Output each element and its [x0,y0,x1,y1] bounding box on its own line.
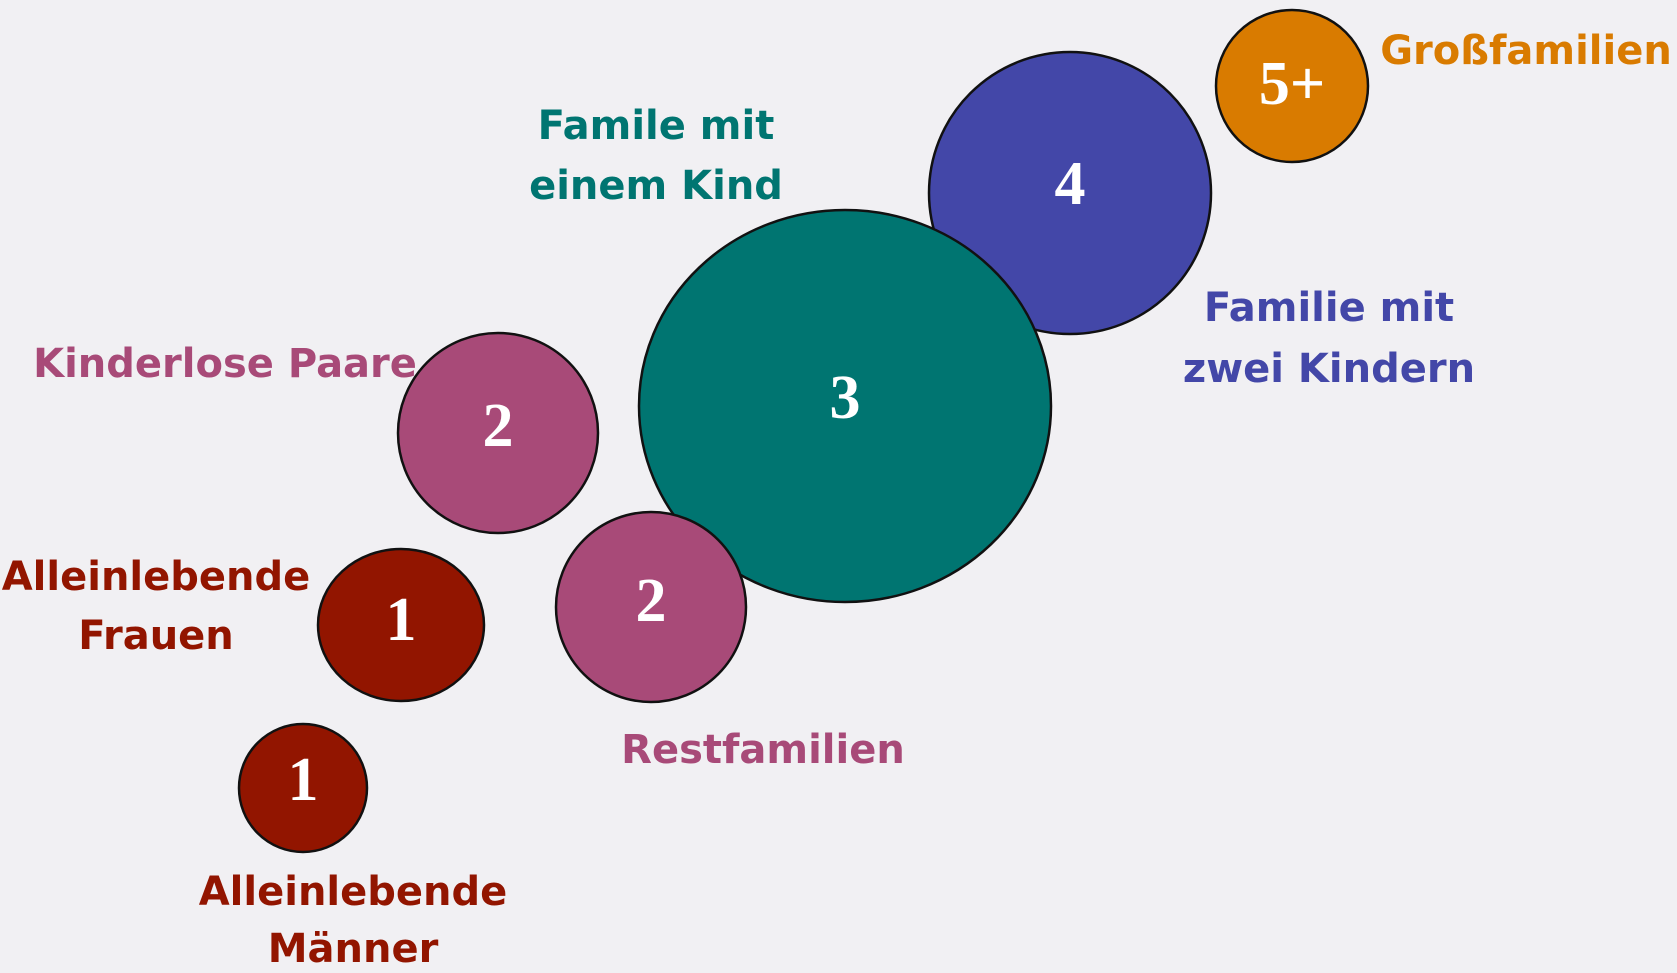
bubble-label: Restfamilien [621,727,905,773]
bubble [554,510,748,704]
bubble [637,208,1053,604]
bubble-number: 5+ [1259,50,1325,118]
bubble-number: 1 [288,746,319,814]
bubble-label: Kinderlose Paare [33,341,417,387]
bubble-label: Familie mit [1204,285,1454,331]
bubble-number: 4 [1055,150,1086,218]
bubble-number: 3 [830,364,861,432]
bubble-label: Großfamilien [1380,28,1672,74]
bubble [396,331,600,535]
bubble [237,722,369,854]
bubble-label: Alleinlebende [2,554,311,600]
bubble [1214,8,1370,164]
bubble-label: Alleinlebende [199,869,508,915]
bubble-number: 2 [483,392,514,460]
bubble [316,547,486,703]
bubble-label: Männer [268,926,439,972]
bubble-label: einem Kind [529,163,783,209]
bubble-number: 2 [636,567,667,635]
bubble-label: zwei Kindern [1183,346,1475,392]
bubble-label: Frauen [78,613,234,659]
bubble-label: Famile mit [538,103,775,149]
bubble [927,50,1213,336]
bubble-number: 1 [386,586,417,654]
